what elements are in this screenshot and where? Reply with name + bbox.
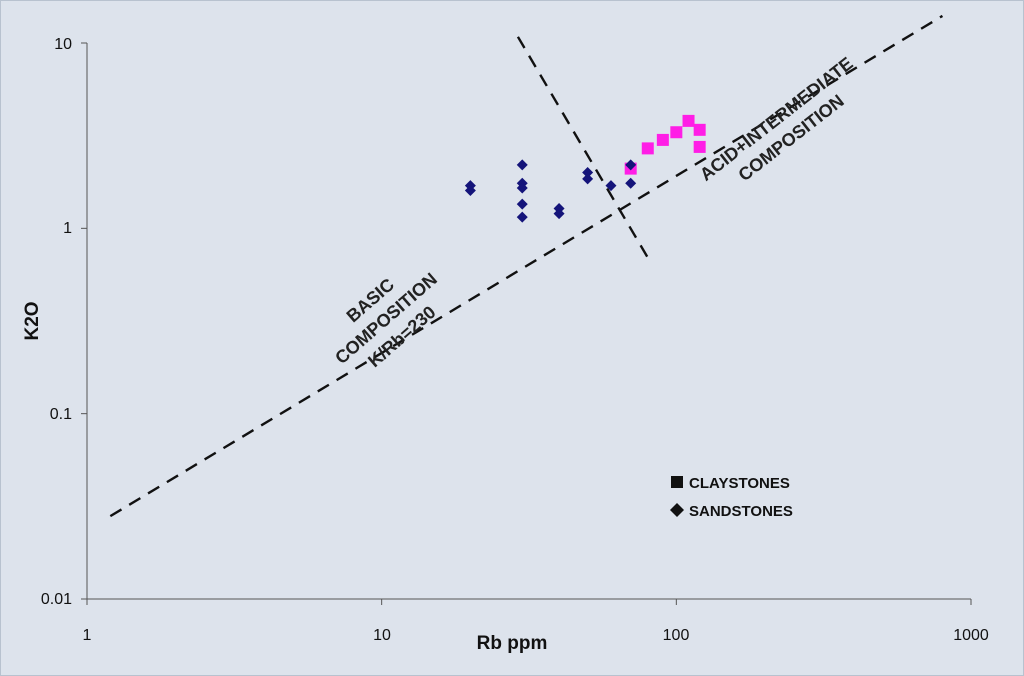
claystone-point-6 <box>693 140 706 153</box>
legend-claystones-label: CLAYSTONES <box>689 475 790 492</box>
sandstone-point-1 <box>464 185 476 197</box>
plot-area <box>87 43 971 599</box>
sandstone-point-2 <box>516 159 528 171</box>
sandstone-point-5 <box>516 198 528 210</box>
legend-sandstones-diamond-icon <box>670 503 684 517</box>
y-tick-label-3: 10 <box>54 36 72 53</box>
x-tick-label-1: 10 <box>373 627 391 644</box>
legend-sandstones-label: SANDSTONES <box>689 503 793 520</box>
claystone-point-1 <box>641 142 654 155</box>
sandstone-point-9 <box>582 167 594 179</box>
y-tick-label-0: 0.01 <box>41 591 72 608</box>
x-axis-title: Rb ppm <box>477 633 548 654</box>
claystone-point-4 <box>682 114 695 127</box>
sandstone-point-11 <box>605 180 617 192</box>
y-axis-title: K2O <box>22 301 43 340</box>
sandstone-point-12 <box>625 159 637 171</box>
sandstone-point-13 <box>625 177 637 189</box>
legend: CLAYSTONES SANDSTONES <box>670 475 793 520</box>
sandstone-point-6 <box>516 211 528 223</box>
x-tick-label-3: 1000 <box>953 627 989 644</box>
sandstone-point-4 <box>516 182 528 194</box>
y-tick-label-1: 0.1 <box>50 406 72 423</box>
claystone-point-5 <box>693 123 706 136</box>
sandstone-point-8 <box>553 208 565 220</box>
x-tick-label-0: 1 <box>83 627 92 644</box>
sandstone-point-10 <box>582 173 594 185</box>
x-tick-label-2: 100 <box>663 627 690 644</box>
legend-claystones-square-icon <box>671 476 683 488</box>
claystone-point-3 <box>670 126 683 139</box>
claystone-point-2 <box>656 133 669 146</box>
reference-line-0 <box>109 14 944 518</box>
y-tick-label-2: 1 <box>63 220 72 237</box>
